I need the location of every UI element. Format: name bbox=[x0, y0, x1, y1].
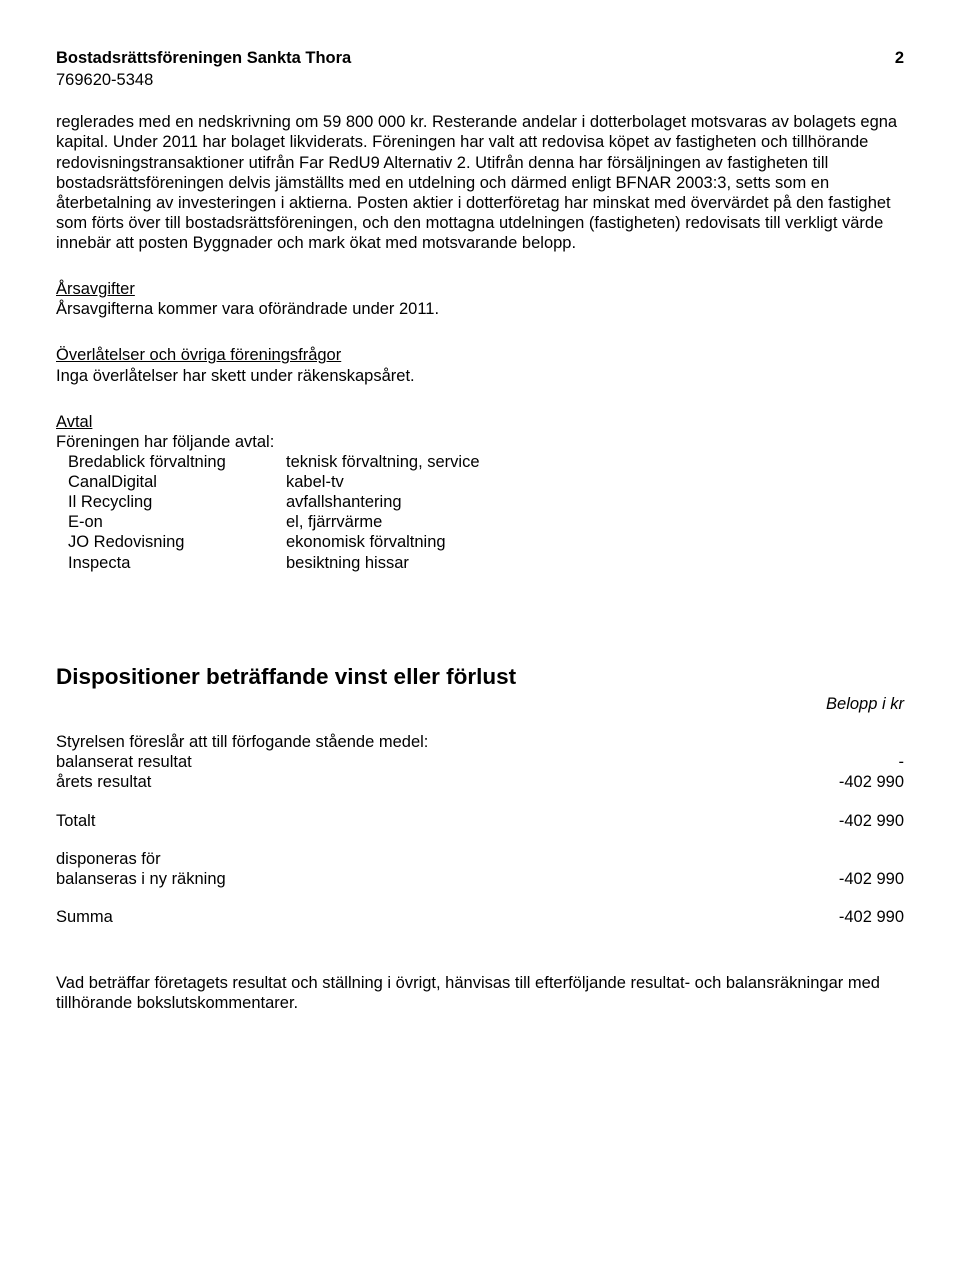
balanced-value: - bbox=[794, 752, 904, 772]
table-row: CanalDigital kabel-tv bbox=[56, 472, 904, 492]
footer-text: Vad beträffar företagets resultat och st… bbox=[56, 973, 904, 1013]
table-row: E-on el, fjärrvärme bbox=[56, 512, 904, 532]
year-value: -402 990 bbox=[794, 772, 904, 792]
sum-label: Summa bbox=[56, 907, 794, 927]
contract-desc: avfallshantering bbox=[286, 492, 904, 512]
total-value: -402 990 bbox=[794, 811, 904, 831]
total-label: Totalt bbox=[56, 811, 794, 831]
table-row: Il Recycling avfallshantering bbox=[56, 492, 904, 512]
table-row: Bredablick förvaltning teknisk förvaltni… bbox=[56, 452, 904, 472]
table-row: Summa -402 990 bbox=[56, 907, 904, 927]
sum-value: -402 990 bbox=[794, 907, 904, 927]
fees-body: Årsavgifterna kommer vara oförändrade un… bbox=[56, 299, 904, 319]
table-row: årets resultat -402 990 bbox=[56, 772, 904, 792]
contract-name: JO Redovisning bbox=[56, 532, 286, 552]
balanced-label: balanserat resultat bbox=[56, 752, 794, 772]
contract-name: Bredablick förvaltning bbox=[56, 452, 286, 472]
fees-title: Årsavgifter bbox=[56, 279, 904, 299]
contract-desc: el, fjärrvärme bbox=[286, 512, 904, 532]
contracts-title: Avtal bbox=[56, 412, 904, 432]
contract-desc: teknisk förvaltning, service bbox=[286, 452, 904, 472]
table-row: balanserat resultat - bbox=[56, 752, 904, 772]
org-name: Bostadsrättsföreningen Sankta Thora bbox=[56, 48, 351, 68]
contract-desc: kabel-tv bbox=[286, 472, 904, 492]
table-row: Totalt -402 990 bbox=[56, 811, 904, 831]
table-row: Inspecta besiktning hissar bbox=[56, 553, 904, 573]
year-label: årets resultat bbox=[56, 772, 794, 792]
contract-name: Il Recycling bbox=[56, 492, 286, 512]
dispositions-intro: Styrelsen föreslår att till förfogande s… bbox=[56, 732, 904, 752]
disposed-label: disponeras för bbox=[56, 849, 904, 869]
transfers-body: Inga överlåtelser har skett under räkens… bbox=[56, 366, 904, 386]
contract-desc: besiktning hissar bbox=[286, 553, 904, 573]
table-row: balanseras i ny räkning -402 990 bbox=[56, 869, 904, 889]
contract-name: E-on bbox=[56, 512, 286, 532]
main-paragraph: reglerades med en nedskrivning om 59 800… bbox=[56, 112, 904, 253]
contract-desc: ekonomisk förvaltning bbox=[286, 532, 904, 552]
contract-name: CanalDigital bbox=[56, 472, 286, 492]
contract-name: Inspecta bbox=[56, 553, 286, 573]
unit-label: Belopp i kr bbox=[56, 694, 904, 714]
table-row: JO Redovisning ekonomisk förvaltning bbox=[56, 532, 904, 552]
carry-value: -402 990 bbox=[794, 869, 904, 889]
org-id: 769620-5348 bbox=[56, 70, 904, 90]
carry-label: balanseras i ny räkning bbox=[56, 869, 794, 889]
contracts-intro: Föreningen har följande avtal: bbox=[56, 432, 904, 452]
dispositions-heading: Dispositioner beträffande vinst eller fö… bbox=[56, 663, 904, 690]
page-number: 2 bbox=[895, 48, 904, 68]
transfers-title: Överlåtelser och övriga föreningsfrågor bbox=[56, 345, 904, 365]
